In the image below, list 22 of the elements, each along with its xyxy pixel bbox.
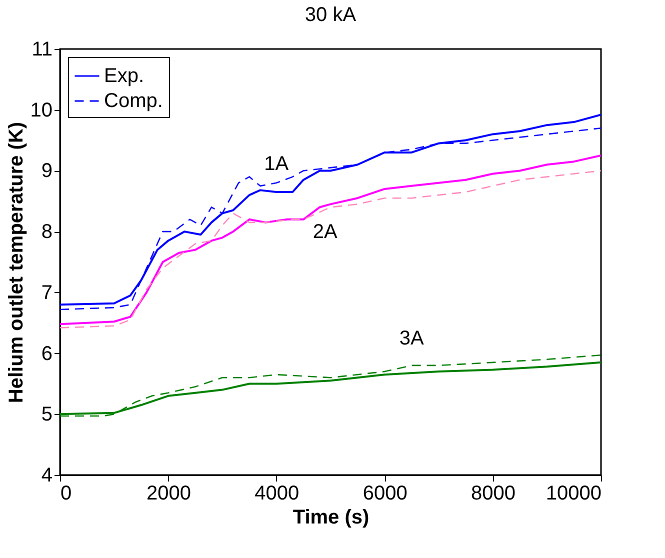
y-tick-label: 7: [41, 282, 52, 304]
y-tick-label: 10: [30, 99, 52, 122]
annotation: 3A: [399, 328, 425, 350]
chart-title: 30 kA: [304, 4, 357, 26]
legend-label: Comp.: [104, 90, 163, 112]
annotation: 1A: [264, 153, 290, 176]
y-tick-label: 6: [41, 342, 52, 365]
x-tick-label: 2000: [146, 482, 191, 504]
y-tick-label: 4: [41, 464, 52, 486]
y-tick-label: 5: [41, 404, 52, 426]
x-axis-title: Time (s): [292, 506, 370, 528]
annotation: 2A: [312, 221, 338, 244]
x-tick-label: 10000: [546, 482, 602, 504]
legend-label: Exp.: [104, 65, 144, 87]
x-tick-label: 4000: [254, 482, 300, 504]
y-axis-title: Helium outlet temperature (K): [5, 122, 28, 404]
x-tick-label: 0: [60, 482, 72, 504]
x-tick-label: 6000: [362, 482, 408, 504]
y-tick-label: 8: [41, 221, 52, 244]
x-tick-label: 8000: [471, 482, 516, 504]
y-tick-label: 9: [41, 160, 52, 182]
y-tick-label: 11: [32, 38, 52, 60]
